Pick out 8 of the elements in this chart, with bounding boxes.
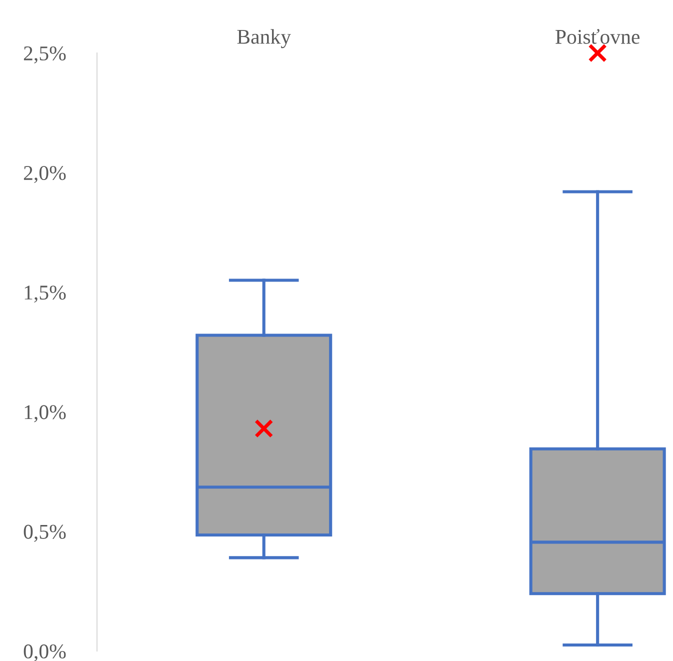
y-tick-label: 1,5%	[24, 286, 66, 303]
x-tick-label: Banky	[237, 29, 291, 48]
y-tick-label: 2,0%	[24, 166, 66, 184]
y-tick-label: 0,0%	[24, 644, 66, 661]
y-tick-label: 1,0%	[24, 405, 66, 422]
y-tick-label: 2,5%	[24, 46, 66, 64]
y-tick-label: 0,5%	[24, 524, 66, 542]
x-tick-label: Poisťovne	[556, 29, 640, 44]
